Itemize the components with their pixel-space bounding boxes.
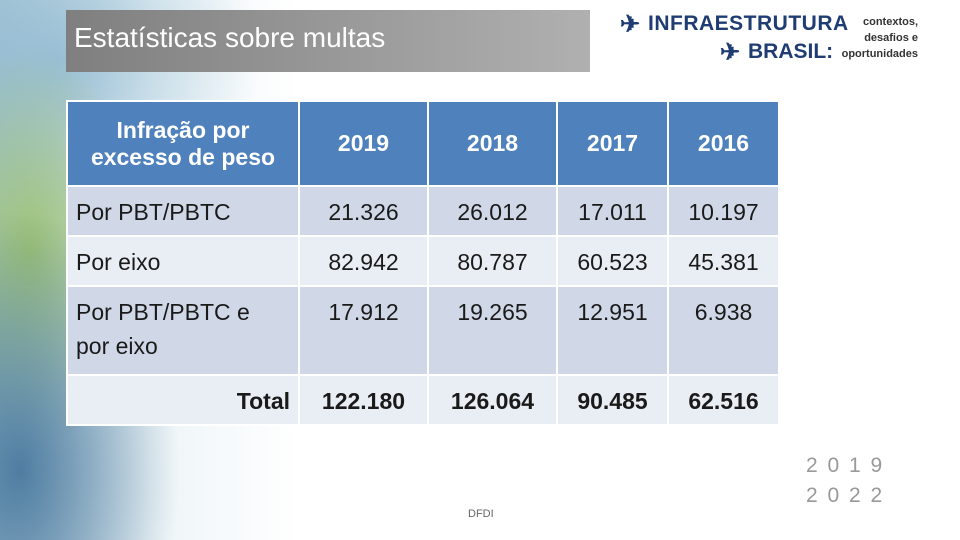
cell: 26.012 [427, 185, 558, 237]
logo-text: INFRAESTRUTURA [648, 12, 849, 35]
column-header: 2018 [427, 100, 558, 187]
row-label: Por PBT/PBTC [66, 185, 300, 237]
years-top: 2 0 1 9 [806, 454, 885, 477]
table-row: Por PBT/PBTC 21.326 26.012 17.011 10.197 [66, 185, 780, 237]
years-bottom: 2 0 2 2 [806, 484, 885, 507]
cell: 10.197 [667, 185, 780, 237]
cell: 17.011 [556, 185, 669, 237]
header-row: Infração por excesso de peso 2019 2018 2017… [66, 100, 780, 187]
cell: 60.523 [556, 235, 669, 287]
column-header: 2019 [298, 100, 429, 187]
cell: 62.516 [667, 374, 780, 426]
column-header: 2016 [667, 100, 780, 187]
column-header: 2017 [556, 100, 669, 187]
cell: 82.942 [298, 235, 429, 287]
logo-icon: ✈ [720, 39, 741, 66]
cell: 45.381 [667, 235, 780, 287]
table-row: Total 122.180 126.064 90.485 62.516 [66, 374, 780, 426]
cell: 80.787 [427, 235, 558, 287]
cell: 90.485 [556, 374, 669, 426]
footer-note: DFDI [468, 508, 494, 520]
logo-tagline: contextos, desafios e oportunidades [841, 16, 918, 60]
logo-text: BRASIL: [748, 40, 834, 63]
cell: 126.064 [427, 374, 558, 426]
row-label: Total [66, 374, 300, 426]
table-body: Por PBT/PBTC 21.326 26.012 17.011 10.197 Por … [66, 185, 780, 426]
cell: 17.912 [298, 285, 429, 376]
cell: 12.951 [556, 285, 669, 376]
fines-table: Infração por excesso de peso 2019 2018 2017… [66, 100, 780, 426]
logo-icon: ✈ [620, 11, 641, 38]
table-row: Por eixo 82.942 80.787 60.523 45.381 [66, 235, 780, 287]
row-label: Por PBT/PBTC e por eixo [66, 285, 300, 376]
cell: 122.180 [298, 374, 429, 426]
cell: 21.326 [298, 185, 429, 237]
table-row: Por PBT/PBTC e por eixo 17.912 19.265 12.95… [66, 285, 780, 376]
slide-title: Estatísticas sobre multas [66, 10, 590, 72]
cell: 19.265 [427, 285, 558, 376]
cell: 6.938 [667, 285, 780, 376]
column-header: Infração por excesso de peso [66, 100, 300, 187]
row-label: Por eixo [66, 235, 300, 287]
